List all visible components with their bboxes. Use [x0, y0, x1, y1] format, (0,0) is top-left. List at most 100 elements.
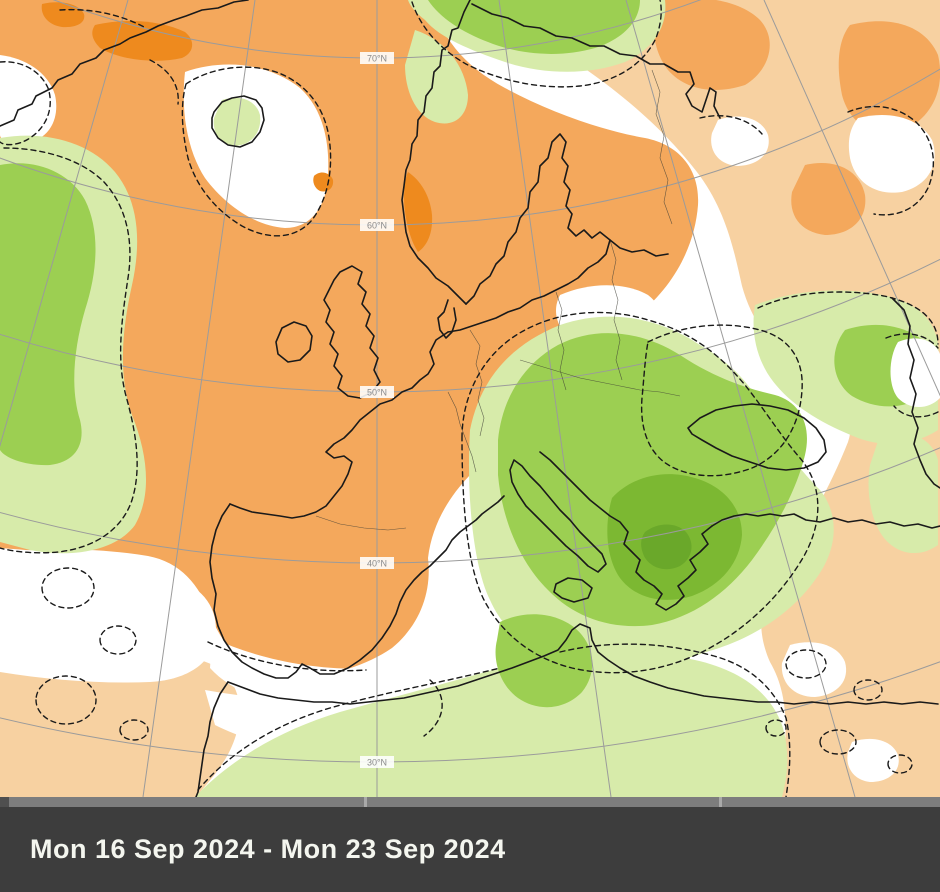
coastline-black-sea: [687, 403, 827, 471]
neutral-white-region: [0, 548, 216, 683]
dashed-contour: [461, 311, 819, 674]
weather-map: 70°N 60°N 50°N 40°N 30°N: [0, 0, 940, 797]
latitude-label-60n: 60°N: [360, 219, 394, 231]
coastline-morocco: [195, 681, 229, 797]
label-chip: [360, 219, 394, 231]
coastline-adriatic: [539, 451, 713, 611]
coastline-norway: [401, 0, 471, 305]
border-line: [469, 329, 485, 437]
neutral-white-region: [890, 338, 940, 407]
orange-pale-region: [0, 651, 240, 797]
coastline-iceland: [211, 95, 265, 148]
orange-medium-blob: [838, 21, 940, 134]
border-line: [609, 239, 623, 381]
date-range-label: Mon 16 Sep 2024 - Mon 23 Sep 2024: [30, 834, 506, 864]
latitude-label-50n: 50°N: [360, 386, 394, 398]
dashed-contour: [119, 719, 149, 741]
dashed-contour: [893, 405, 939, 418]
orange-medium-blob: [791, 163, 866, 235]
green-pale-region: [405, 30, 468, 124]
label-chip: [360, 52, 394, 64]
dashed-contour: [207, 641, 367, 672]
green-deep-region: [641, 524, 692, 570]
meridian-line: [0, 0, 129, 448]
orange-medium-region: [0, 0, 699, 679]
caption-bar: Mon 16 Sep 2024 - Mon 23 Sep 2024: [0, 807, 940, 892]
latitude-labels: 70°N 60°N 50°N 40°N 30°N: [360, 52, 394, 768]
orange-medium-blob: [653, 0, 770, 90]
dashed-contour: [785, 649, 827, 679]
timeline-seek-bar[interactable]: [0, 797, 940, 807]
latitude-label-text: 60°N: [367, 221, 387, 231]
dashed-anomaly-contours: [0, 0, 939, 797]
coastline-baltic: [465, 133, 669, 305]
dashed-contour: [411, 0, 662, 88]
coastline-north-africa: [227, 623, 939, 705]
coastline-sicily: [553, 577, 593, 603]
meridian-line: [625, 0, 856, 797]
latitude-label-70n: 70°N: [360, 52, 394, 64]
dashed-contour: [757, 291, 939, 345]
neutral-white-region: [848, 114, 935, 193]
timeline-start-cap: [0, 797, 9, 807]
meridian-line: [763, 0, 940, 397]
orange-strong-region: [404, 172, 433, 252]
border-line: [555, 291, 567, 391]
label-chip: [360, 386, 394, 398]
coastline-scandinavia-north: [471, 3, 721, 119]
coastline-denmark: [437, 299, 457, 339]
dashed-contour: [640, 324, 803, 477]
anomaly-map-svg: 70°N 60°N 50°N 40°N 30°N: [0, 0, 940, 797]
coastline-italy: [509, 459, 607, 573]
green-pale-region: [213, 97, 261, 146]
orange-strong-region: [313, 172, 334, 192]
neutral-white-region: [711, 116, 769, 166]
dashed-contour: [0, 147, 138, 554]
dashed-contour: [559, 643, 791, 797]
latitude-label-text: 40°N: [367, 559, 387, 569]
border-line: [651, 69, 673, 225]
latitude-label-text: 50°N: [367, 388, 387, 398]
dashed-contour: [885, 333, 939, 349]
anomaly-fill-regions: [0, 0, 940, 797]
green-pale-region: [195, 651, 788, 797]
coastline-west-europe: [229, 331, 449, 519]
neutral-white-region: [847, 738, 899, 782]
dashed-contour: [149, 59, 179, 105]
dashed-contour: [819, 729, 857, 755]
label-chip: [360, 557, 394, 569]
neutral-white-region: [781, 642, 847, 697]
label-chip: [360, 756, 394, 768]
coastline-turkey: [711, 513, 940, 529]
dashed-contour: [181, 66, 332, 237]
border-line: [447, 391, 477, 473]
dashed-contour: [765, 719, 787, 737]
dashed-contour: [41, 567, 95, 609]
latitude-label-40n: 40°N: [360, 557, 394, 569]
timeline-tick: [364, 797, 367, 807]
dashed-contour: [887, 754, 913, 774]
coastline-greenland: [0, 0, 249, 127]
dashed-contour: [35, 675, 97, 725]
dashed-contour: [423, 679, 443, 737]
coastline-ireland: [275, 321, 313, 363]
dashed-contour: [0, 61, 51, 146]
meridian-line: [142, 0, 256, 797]
border-line: [519, 359, 681, 397]
coastline-baltic-south: [447, 239, 611, 333]
orange-strong-region: [92, 20, 193, 61]
latitude-label-text: 30°N: [367, 758, 387, 768]
dashed-contour: [99, 625, 137, 655]
latitude-label-30n: 30°N: [360, 756, 394, 768]
neutral-white-region: [0, 55, 57, 144]
dashed-contour: [853, 679, 883, 701]
green-medium-region: [0, 163, 96, 466]
country-borders: [315, 69, 681, 531]
meridian-line: [498, 0, 612, 797]
timeline-tick: [719, 797, 722, 807]
coastline-caspian: [891, 297, 940, 489]
latitude-label-text: 70°N: [367, 54, 387, 64]
dashed-contour: [59, 8, 147, 29]
dashed-contour: [197, 667, 501, 791]
